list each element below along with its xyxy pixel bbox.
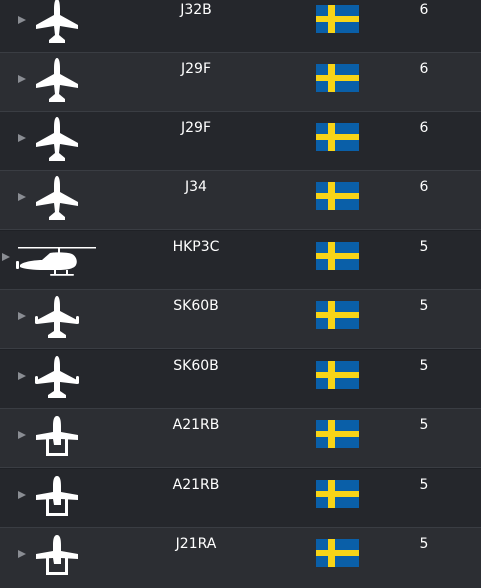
twin-boom-jet-icon <box>32 412 82 460</box>
expand-arrow-icon[interactable] <box>18 372 26 380</box>
helicopter-icon <box>14 239 100 279</box>
twin-boom-jet-icon <box>32 472 82 520</box>
vehicle-name: J34 <box>185 179 207 195</box>
battle-rating: 5 <box>419 358 429 374</box>
vehicle-name: SK60B <box>173 358 219 374</box>
vehicle-name: HKP3C <box>172 239 220 255</box>
vehicle-name: J29F <box>181 61 211 77</box>
expand-arrow-icon[interactable] <box>18 134 26 142</box>
fighter-jet-icon <box>32 56 82 104</box>
vehicle-name: SK60B <box>173 298 219 314</box>
sweden-flag-icon <box>316 480 359 508</box>
sweden-flag-icon <box>316 242 359 270</box>
vehicle-row[interactable]: A21RB 5 <box>0 409 481 468</box>
battle-rating: 5 <box>419 477 429 493</box>
battle-rating: 6 <box>419 2 429 18</box>
sweden-flag-icon <box>316 123 359 151</box>
vehicle-row[interactable]: J34 6 <box>0 171 481 230</box>
battle-rating: 6 <box>419 61 429 77</box>
fighter-jet-icon <box>32 174 82 222</box>
battle-rating: 5 <box>419 239 429 255</box>
vehicle-row[interactable]: J29F 6 <box>0 53 481 112</box>
twin-boom-jet-icon <box>32 531 82 579</box>
sweden-flag-icon <box>316 539 359 567</box>
battle-rating: 5 <box>419 298 429 314</box>
vehicle-row[interactable]: HKP3C 5 <box>0 231 481 290</box>
expand-arrow-icon[interactable] <box>18 491 26 499</box>
vehicle-name: J32B <box>180 2 212 18</box>
fighter-jet-icon <box>32 353 82 401</box>
battle-rating: 5 <box>419 417 429 433</box>
expand-arrow-icon[interactable] <box>18 193 26 201</box>
vehicle-row[interactable]: J29F 6 <box>0 112 481 171</box>
sweden-flag-icon <box>316 5 359 33</box>
battle-rating: 5 <box>419 536 429 552</box>
fighter-jet-icon <box>32 115 82 163</box>
vehicle-row[interactable]: SK60B 5 <box>0 290 481 349</box>
fighter-jet-icon <box>32 0 82 45</box>
expand-arrow-icon[interactable] <box>18 431 26 439</box>
sweden-flag-icon <box>316 420 359 448</box>
expand-arrow-icon[interactable] <box>18 16 26 24</box>
sweden-flag-icon <box>316 361 359 389</box>
sweden-flag-icon <box>316 64 359 92</box>
sweden-flag-icon <box>316 301 359 329</box>
expand-arrow-icon[interactable] <box>18 550 26 558</box>
vehicle-name: A21RB <box>172 477 220 493</box>
fighter-jet-icon <box>32 293 82 341</box>
battle-rating: 6 <box>419 179 429 195</box>
vehicle-row[interactable]: SK60B 5 <box>0 350 481 409</box>
sweden-flag-icon <box>316 182 359 210</box>
vehicle-row[interactable]: J32B 6 <box>0 0 481 53</box>
battle-rating: 6 <box>419 120 429 136</box>
vehicle-row[interactable]: J21RA 5 <box>0 528 481 588</box>
vehicle-name: J21RA <box>175 536 217 552</box>
expand-arrow-icon[interactable] <box>2 253 10 261</box>
vehicle-name: A21RB <box>172 417 220 433</box>
expand-arrow-icon[interactable] <box>18 75 26 83</box>
vehicle-row[interactable]: A21RB 5 <box>0 469 481 528</box>
vehicle-name: J29F <box>181 120 211 136</box>
expand-arrow-icon[interactable] <box>18 312 26 320</box>
